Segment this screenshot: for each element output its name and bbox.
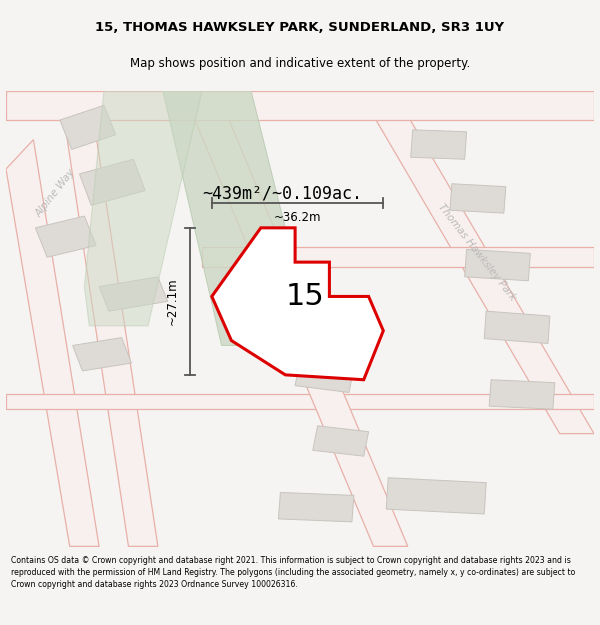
Polygon shape	[99, 277, 167, 311]
Polygon shape	[411, 130, 467, 159]
Text: ~27.1m: ~27.1m	[166, 278, 178, 325]
Polygon shape	[35, 216, 96, 258]
Polygon shape	[386, 478, 486, 514]
Polygon shape	[60, 91, 158, 546]
Polygon shape	[163, 91, 310, 346]
Polygon shape	[212, 228, 383, 380]
Polygon shape	[182, 91, 408, 546]
Polygon shape	[60, 106, 116, 149]
Polygon shape	[464, 249, 530, 281]
Polygon shape	[6, 139, 99, 546]
Polygon shape	[6, 394, 594, 409]
Text: Map shows position and indicative extent of the property.: Map shows position and indicative extent…	[130, 57, 470, 70]
Polygon shape	[484, 311, 550, 344]
Polygon shape	[202, 248, 594, 267]
Text: 15, THOMAS HAWKSLEY PARK, SUNDERLAND, SR3 1UY: 15, THOMAS HAWKSLEY PARK, SUNDERLAND, SR…	[95, 21, 505, 34]
Text: 15: 15	[286, 282, 324, 311]
Text: Alpine Way: Alpine Way	[33, 168, 77, 219]
Polygon shape	[450, 184, 506, 213]
Polygon shape	[85, 91, 202, 326]
Polygon shape	[489, 380, 555, 409]
Polygon shape	[79, 159, 145, 205]
Polygon shape	[295, 360, 354, 392]
Polygon shape	[359, 91, 594, 434]
Text: ~439m²/~0.109ac.: ~439m²/~0.109ac.	[202, 184, 362, 203]
Polygon shape	[6, 91, 594, 120]
Text: Thomas Hawksley Park: Thomas Hawksley Park	[436, 202, 517, 302]
Polygon shape	[313, 426, 368, 456]
Polygon shape	[278, 492, 354, 522]
Polygon shape	[73, 338, 131, 371]
Text: ~36.2m: ~36.2m	[274, 211, 321, 224]
Text: Contains OS data © Crown copyright and database right 2021. This information is : Contains OS data © Crown copyright and d…	[11, 556, 575, 589]
